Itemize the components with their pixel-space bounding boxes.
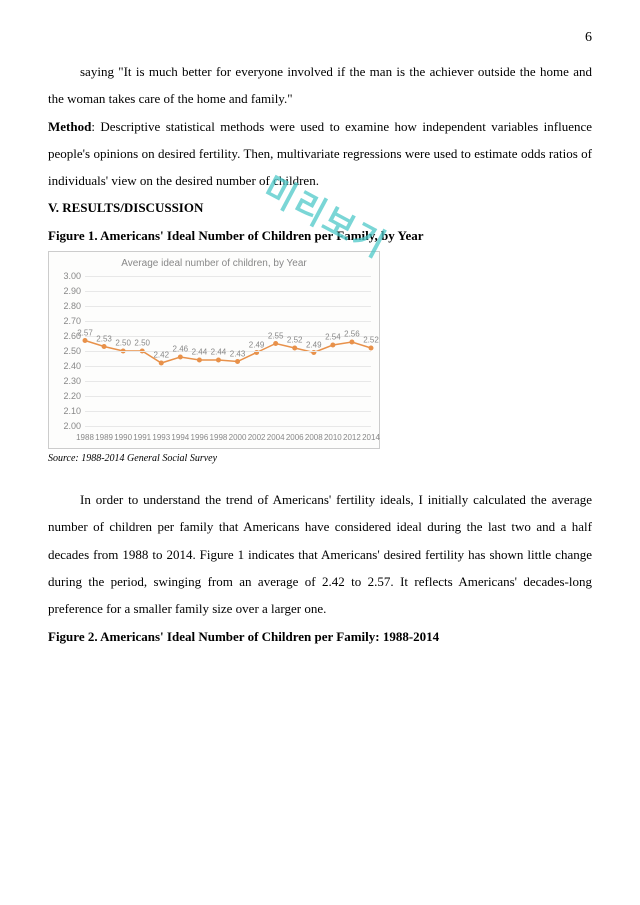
chart-data-label: 2.44	[192, 347, 208, 356]
chart-data-marker	[349, 340, 354, 345]
figure2-title: Figure 2. Americans' Ideal Number of Chi…	[48, 623, 592, 650]
chart-y-tick-label: 2.00	[55, 421, 81, 431]
chart-data-label: 2.54	[325, 332, 341, 341]
chart-data-marker	[235, 359, 240, 364]
chart-data-marker	[216, 358, 221, 363]
chart-y-tick-label: 2.80	[55, 301, 81, 311]
chart-data-marker	[159, 361, 164, 366]
chart-gridline	[85, 411, 371, 412]
chart-x-tick-label: 1989	[95, 433, 113, 442]
chart-x-tick-label: 2008	[305, 433, 323, 442]
method-text: : Descriptive statistical methods were u…	[48, 119, 592, 189]
spacer	[48, 464, 592, 486]
chart-data-label: 2.53	[96, 334, 112, 343]
chart-data-label: 2.52	[287, 335, 303, 344]
chart-y-tick-label: 2.20	[55, 391, 81, 401]
chart-data-marker	[292, 346, 297, 351]
chart-gridline	[85, 396, 371, 397]
chart-data-label: 2.57	[77, 328, 93, 337]
paragraph-continuation: saying "It is much better for everyone i…	[48, 58, 592, 113]
chart-y-tick-label: 2.70	[55, 316, 81, 326]
chart-x-tick-label: 1993	[152, 433, 170, 442]
figure1-title: Figure 1. Americans' Ideal Number of Chi…	[48, 222, 592, 249]
chart-x-tick-label: 2006	[286, 433, 304, 442]
chart-x-tick-label: 1991	[133, 433, 151, 442]
chart-data-label: 2.55	[268, 331, 284, 340]
chart-x-tick-label: 1988	[76, 433, 94, 442]
chart-x-tick-label: 1998	[210, 433, 228, 442]
chart-data-label: 2.42	[153, 350, 169, 359]
document-page: 6 saying "It is much better for everyone…	[0, 0, 640, 905]
chart-x-tick-label: 2000	[229, 433, 247, 442]
chart-data-label: 2.56	[344, 329, 360, 338]
chart-y-tick-label: 2.10	[55, 406, 81, 416]
chart-data-marker	[83, 338, 88, 343]
figure1-source: Source: 1988-2014 General Social Survey	[48, 453, 592, 464]
chart-y-tick-label: 3.00	[55, 271, 81, 281]
method-paragraph: Method: Descriptive statistical methods …	[48, 113, 592, 195]
chart-x-tick-label: 2010	[324, 433, 342, 442]
figure1-chart: Average ideal number of children, by Yea…	[48, 251, 380, 449]
chart-data-marker	[178, 355, 183, 360]
chart-gridline	[85, 366, 371, 367]
chart-gridline	[85, 351, 371, 352]
chart-gridline	[85, 321, 371, 322]
chart-x-tick-label: 1996	[190, 433, 208, 442]
chart-inner-title: Average ideal number of children, by Yea…	[49, 258, 379, 269]
chart-y-tick-label: 2.40	[55, 361, 81, 371]
chart-data-label: 2.46	[173, 344, 189, 353]
chart-data-marker	[369, 346, 374, 351]
chart-gridline	[85, 426, 371, 427]
chart-data-label: 2.50	[134, 338, 150, 347]
chart-x-tick-label: 2004	[267, 433, 285, 442]
chart-data-marker	[197, 358, 202, 363]
chart-plot-area: 2.002.102.202.302.402.502.602.702.802.90…	[85, 276, 371, 426]
chart-data-marker	[273, 341, 278, 346]
chart-gridline	[85, 306, 371, 307]
chart-gridline	[85, 276, 371, 277]
results-heading: V. RESULTS/DISCUSSION	[48, 194, 592, 221]
chart-y-tick-label: 2.90	[55, 286, 81, 296]
chart-x-tick-label: 2002	[248, 433, 266, 442]
chart-data-label: 2.50	[115, 338, 131, 347]
page-number: 6	[585, 30, 592, 46]
chart-x-tick-label: 1994	[171, 433, 189, 442]
chart-gridline	[85, 381, 371, 382]
chart-x-tick-label: 2012	[343, 433, 361, 442]
chart-gridline	[85, 291, 371, 292]
chart-data-marker	[102, 344, 107, 349]
chart-data-label: 2.44	[211, 347, 227, 356]
chart-data-marker	[330, 343, 335, 348]
method-label: Method	[48, 119, 91, 134]
chart-data-label: 2.52	[363, 335, 379, 344]
chart-x-tick-label: 2014	[362, 433, 380, 442]
chart-data-label: 2.43	[230, 349, 246, 358]
chart-y-tick-label: 2.30	[55, 376, 81, 386]
discussion-paragraph: In order to understand the trend of Amer…	[48, 486, 592, 622]
chart-y-tick-label: 2.50	[55, 346, 81, 356]
chart-data-label: 2.49	[249, 340, 265, 349]
chart-data-label: 2.49	[306, 340, 322, 349]
chart-x-tick-label: 1990	[114, 433, 132, 442]
